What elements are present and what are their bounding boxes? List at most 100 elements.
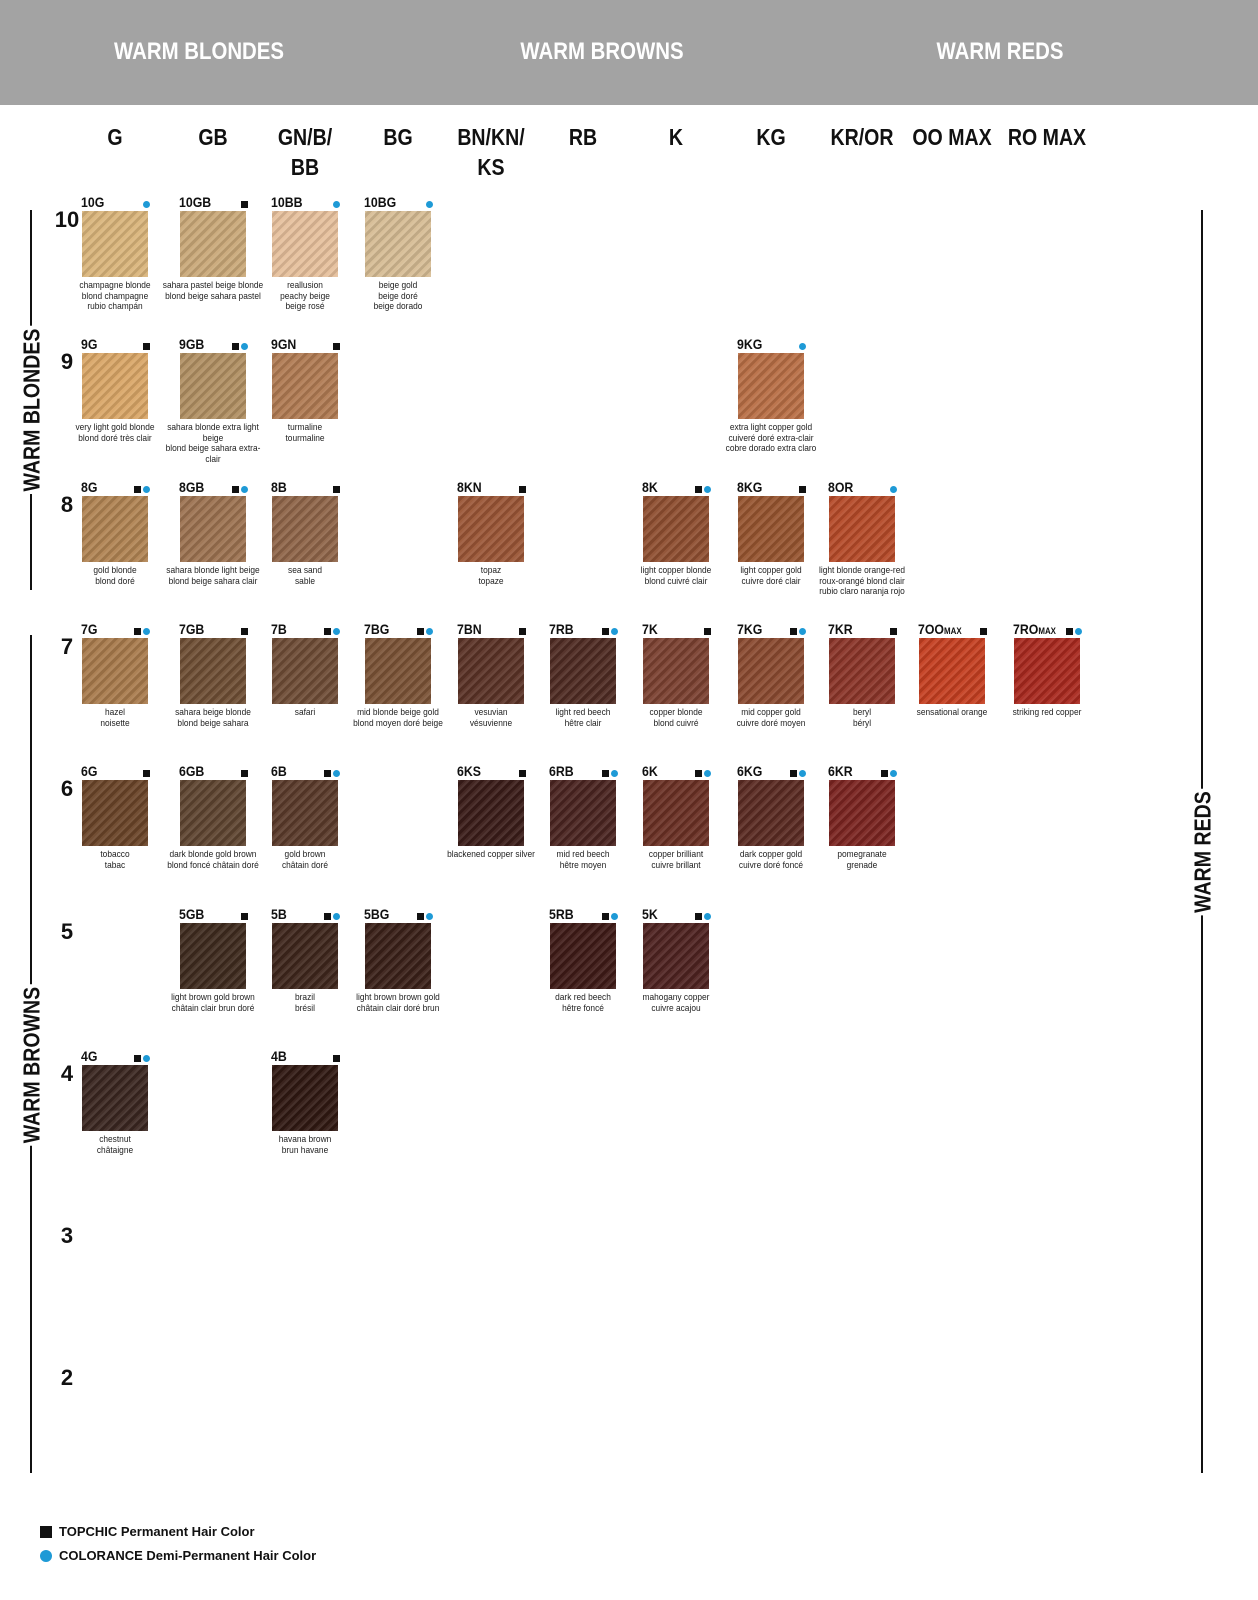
- hair-color-swatch-image: [82, 638, 148, 704]
- shade-name: champagne blonde: [79, 280, 151, 291]
- shade-name: tourmaline: [285, 432, 325, 444]
- shade-name: topaze: [478, 575, 504, 587]
- shade-name: dark red beech: [555, 992, 611, 1003]
- shade-name: gold brown: [284, 849, 326, 860]
- shade-code: 6RB: [549, 763, 574, 779]
- shade-code-text: 7G: [81, 621, 98, 637]
- shade-name: very light gold blonde: [75, 422, 155, 433]
- shade-code-text: 8GB: [179, 479, 205, 495]
- shade-code: 8B: [271, 479, 287, 495]
- shade-code: 6GB: [179, 763, 204, 779]
- colorance-dot-icon: [611, 913, 618, 920]
- shade-code: 7GB: [179, 621, 204, 637]
- shade-code-text: 4B: [271, 1048, 287, 1064]
- side-label-warm-browns: WARM BROWNS: [18, 984, 46, 1146]
- shade-name: blond doré: [95, 575, 135, 587]
- colorance-dot-icon: [704, 770, 711, 777]
- shade-name: reallusion: [287, 280, 323, 291]
- shade-code: 5B: [271, 906, 287, 922]
- shade-code-text: 6K: [642, 763, 658, 779]
- hair-color-swatch-image: [272, 211, 338, 277]
- hair-color-swatch-image: [919, 638, 985, 704]
- colorance-dot-icon: [241, 343, 248, 350]
- shade-code-text: 7B: [271, 621, 287, 637]
- shade-code-text: 10GB: [179, 194, 212, 210]
- legend-label: TOPCHIC Permanent Hair Color: [59, 1524, 255, 1539]
- shade-code: 7BN: [457, 621, 482, 637]
- shade-code-text: 8B: [271, 479, 287, 495]
- shade-code-text: 6KS: [457, 763, 481, 779]
- shade-name: blond moyen doré beige: [353, 717, 443, 729]
- shade-name: mid red beech: [556, 849, 610, 860]
- shade-name: sensational orange: [916, 707, 988, 718]
- shade-code: 5GB: [179, 906, 204, 922]
- legend-colorance: COLORANCE Demi-Permanent Hair Color: [40, 1548, 316, 1563]
- topchic-square-icon: [333, 343, 340, 350]
- family-warm-reds: WARM REDS: [936, 38, 1064, 65]
- row-level-number: 7: [60, 634, 74, 659]
- shade-code-text: 5B: [271, 906, 287, 922]
- shade-name: sahara pastel beige blonde: [162, 280, 264, 291]
- hair-color-swatch-image: [738, 353, 804, 419]
- shade-name: blond beige sahara pastel: [165, 290, 261, 302]
- shade-code: 10G: [81, 194, 104, 210]
- shade-name: chestnut: [99, 1134, 131, 1145]
- colorance-dot-icon: [890, 486, 897, 493]
- colorance-dot-icon: [333, 628, 340, 635]
- shade-code-text: 5BG: [364, 906, 390, 922]
- column-header: KG: [756, 124, 786, 150]
- shade-code: 9KG: [737, 336, 762, 352]
- shade-name: sea sand: [288, 565, 322, 576]
- shade-name: châtain clair doré brun: [356, 1002, 440, 1014]
- hair-color-swatch-image: [180, 923, 246, 989]
- shade-name: tobacco: [100, 849, 130, 860]
- shade-code-text: 7KG: [737, 621, 763, 637]
- hair-color-swatch-image: [829, 496, 895, 562]
- shade-name: havana brown: [278, 1134, 332, 1145]
- colorance-dot-icon: [333, 770, 340, 777]
- topchic-square-icon: [695, 486, 702, 493]
- hair-color-swatch-image: [82, 780, 148, 846]
- shade-code-text: 8KG: [737, 479, 763, 495]
- hair-color-swatch-image: [643, 638, 709, 704]
- hair-color-swatch-image: [82, 1065, 148, 1131]
- shade-name: beige gold: [378, 280, 418, 291]
- topchic-square-icon: [704, 628, 711, 635]
- shade-code: 8KN: [457, 479, 482, 495]
- column-header: GN/B/ BB: [277, 124, 333, 180]
- shade-name: béryl: [852, 717, 872, 729]
- shade-code: 10BG: [364, 194, 396, 210]
- colorance-dot-icon: [143, 628, 150, 635]
- shade-code: 5RB: [549, 906, 574, 922]
- shade-code-text: 10BB: [271, 194, 303, 210]
- shade-name: cobre dorado extra claro: [725, 443, 817, 454]
- shade-name: topaz: [480, 565, 502, 576]
- hair-color-swatch-image: [550, 638, 616, 704]
- shade-code: 7K: [642, 621, 658, 637]
- shade-name: blond cuivré: [653, 717, 699, 729]
- shade-code: 8KG: [737, 479, 762, 495]
- shade-code: 10BB: [271, 194, 303, 210]
- topchic-square-icon: [519, 486, 526, 493]
- hair-color-swatch-image: [180, 496, 246, 562]
- shade-code-text: 9GB: [179, 336, 205, 352]
- column-header: OO MAX: [912, 124, 992, 150]
- topchic-square-icon: [1066, 628, 1073, 635]
- shade-name: beige dorado: [373, 301, 423, 312]
- topchic-square-icon: [602, 913, 609, 920]
- colorance-dot-icon: [241, 486, 248, 493]
- hair-color-swatch-image: [458, 496, 524, 562]
- topchic-square-icon: [241, 201, 248, 208]
- shade-name: châtain clair brun doré: [171, 1002, 255, 1014]
- topchic-square-icon: [790, 628, 797, 635]
- topchic-square-icon: [134, 1055, 141, 1062]
- hair-color-swatch-image: [458, 638, 524, 704]
- shade-code: 6B: [271, 763, 287, 779]
- shade-name: sahara beige blonde: [175, 707, 251, 718]
- shade-name: grenade: [846, 859, 878, 871]
- row-level-number: 6: [60, 776, 74, 801]
- shade-name: châtaigne: [96, 1144, 134, 1156]
- topchic-square-icon: [602, 770, 609, 777]
- hair-color-swatch-image: [1014, 638, 1080, 704]
- shade-name: pomegranate: [837, 849, 887, 860]
